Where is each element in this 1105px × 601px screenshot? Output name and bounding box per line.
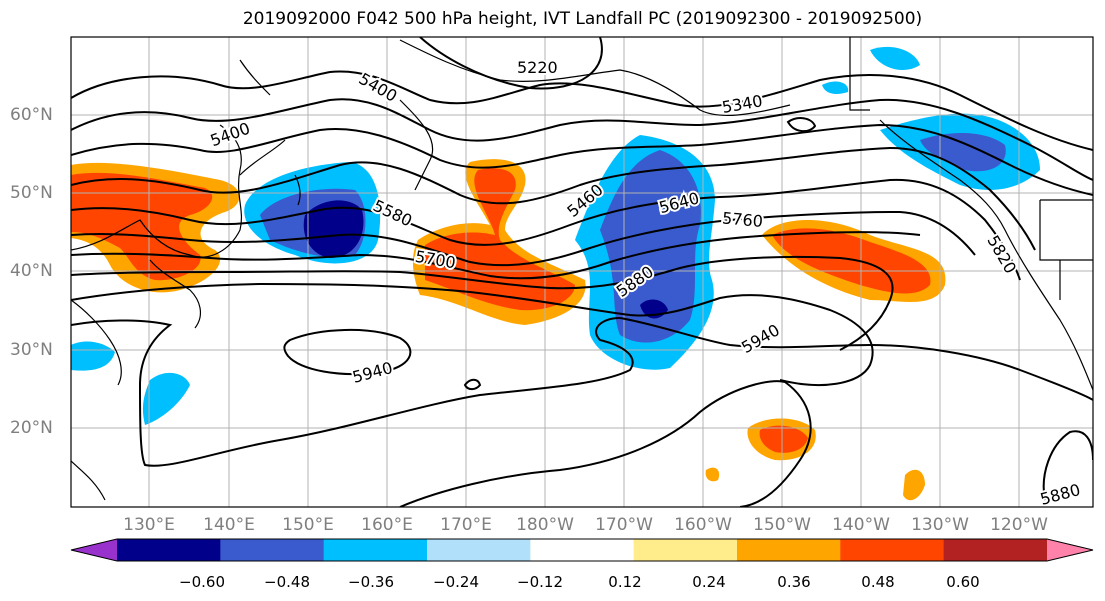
ivt-negative-north bbox=[870, 46, 920, 70]
colorbar-segment bbox=[323, 539, 428, 561]
contour-label: 5820 bbox=[983, 232, 1020, 277]
lon-label: 160°E bbox=[361, 515, 413, 535]
contour-label: 5220 bbox=[517, 58, 558, 77]
lon-label: 170°E bbox=[440, 515, 492, 535]
colorbar-tick-label: −0.60 bbox=[179, 573, 225, 591]
lon-label: 140°W bbox=[832, 515, 890, 535]
colorbar-tick-label: 0.24 bbox=[692, 573, 726, 591]
lat-label: 20°N bbox=[10, 418, 53, 438]
colorbar-segment bbox=[71, 539, 117, 561]
lat-label: 30°N bbox=[10, 340, 53, 360]
colorbar-tick-label: −0.36 bbox=[348, 573, 394, 591]
colorbar-tick-label: 0.12 bbox=[608, 573, 642, 591]
lat-label: 50°N bbox=[10, 183, 53, 203]
ivt-negative-160w-mid bbox=[600, 150, 701, 343]
colorbar-tick-label: 0.36 bbox=[777, 573, 811, 591]
colorbar-tick-label: −0.24 bbox=[433, 573, 479, 591]
lon-label: 180°W bbox=[516, 515, 574, 535]
colorbar-segment bbox=[943, 539, 1048, 561]
contour-label: 5760 bbox=[721, 208, 763, 230]
lon-label: 130°W bbox=[911, 515, 969, 535]
contour-label: 5940 bbox=[350, 358, 394, 387]
colorbar-segment bbox=[117, 539, 221, 561]
ivt-negative-tw bbox=[71, 341, 115, 371]
ivt-negative-ph bbox=[142, 372, 190, 425]
colorbar-segment bbox=[737, 539, 841, 561]
colorbar-segment bbox=[530, 539, 635, 561]
lon-label: 120°W bbox=[990, 515, 1048, 535]
colorbar bbox=[71, 539, 1093, 561]
contour-label: 5400 bbox=[208, 119, 253, 151]
ivt-positive-se bbox=[903, 469, 925, 501]
ivt-negative-alaska-mid bbox=[920, 133, 1006, 172]
colorbar-segment bbox=[427, 539, 531, 561]
height-contours bbox=[71, 37, 1093, 507]
ivt-core-140w bbox=[772, 228, 931, 294]
lon-label: 160°W bbox=[674, 515, 732, 535]
ivt-core-170e bbox=[425, 168, 575, 311]
colorbar-tick-label: 0.48 bbox=[861, 573, 895, 591]
colorbar-segment bbox=[633, 539, 738, 561]
ivt-positive-small bbox=[705, 467, 720, 482]
ivt-core-japan bbox=[71, 172, 213, 281]
lon-label: 150°W bbox=[753, 515, 811, 535]
coastlines bbox=[71, 37, 1093, 501]
lon-label: 130°E bbox=[123, 515, 175, 535]
lat-label: 40°N bbox=[10, 261, 53, 281]
ivt-negative-aleutian bbox=[822, 81, 849, 94]
colorbar-segment bbox=[220, 539, 325, 561]
contour-label: 5880 bbox=[1038, 480, 1082, 509]
ivt-negative-150e-core bbox=[303, 200, 364, 258]
contour-label: 5340 bbox=[721, 91, 764, 117]
colorbar-outline bbox=[70, 538, 1094, 562]
colorbar-tick-label: −0.12 bbox=[517, 573, 563, 591]
map-frame bbox=[70, 36, 1094, 508]
lon-label: 140°E bbox=[203, 515, 255, 535]
contour-label: 5940 bbox=[738, 320, 783, 357]
ivt-core-hawaii bbox=[759, 425, 808, 453]
colorbar-tick-label: −0.48 bbox=[264, 573, 310, 591]
lon-label: 150°E bbox=[282, 515, 334, 535]
colorbar-tick-label: 0.60 bbox=[946, 573, 980, 591]
colorbar-segment bbox=[840, 539, 945, 561]
map-title: 2019092000 F042 500 hPa height, IVT Land… bbox=[242, 9, 923, 29]
lon-label: 170°W bbox=[595, 515, 653, 535]
colorbar-segment bbox=[1047, 539, 1093, 561]
lat-label: 60°N bbox=[10, 105, 53, 125]
